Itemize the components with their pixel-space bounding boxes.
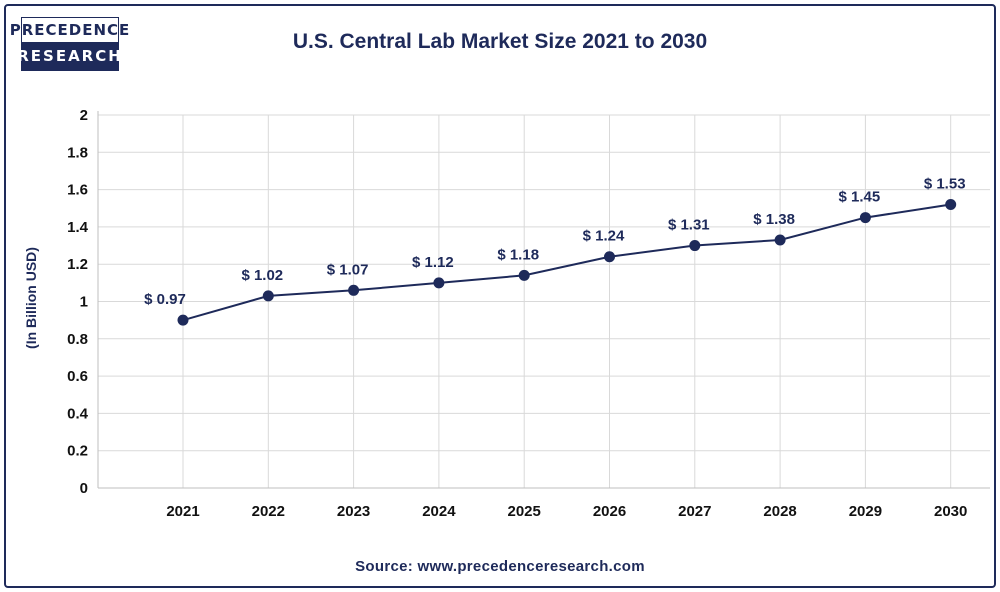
- axes: [98, 111, 990, 488]
- data-point: [519, 270, 530, 281]
- y-axis-label: (In Billion USD): [23, 247, 39, 349]
- data-label: $ 0.97: [144, 291, 186, 308]
- source-note: Source: www.precedenceresearch.com: [0, 558, 1000, 575]
- y-tick-label: 0.6: [67, 368, 88, 385]
- y-tick-label: 1.6: [67, 182, 88, 199]
- y-tick-label: 1.4: [67, 219, 89, 236]
- data-label: $ 1.38: [753, 211, 795, 228]
- data-label: $ 1.53: [924, 176, 966, 193]
- x-tick-label: 2024: [422, 503, 456, 520]
- data-point: [860, 212, 871, 223]
- data-point: [775, 234, 786, 245]
- data-point: [604, 251, 615, 262]
- data-point: [263, 290, 274, 301]
- grid-lines: [98, 115, 990, 488]
- data-point: [433, 277, 444, 288]
- x-axis-ticks: 2021 2022 2023 2024 2025 2026 2027 2028 2029 2030: [166, 503, 967, 520]
- series-line: [183, 205, 951, 321]
- y-tick-label: 0.4: [67, 405, 89, 422]
- data-labels: $ 0.97 $ 1.02 $ 1.07 $ 1.12 $ 1.18 $ 1.24 $ 1.…: [144, 176, 965, 309]
- data-point: [945, 199, 956, 210]
- y-tick-label: 0: [80, 480, 88, 497]
- data-label: $ 1.07: [327, 261, 369, 278]
- y-tick-label: 2: [80, 107, 88, 124]
- data-label: $ 1.02: [241, 267, 283, 284]
- x-tick-label: 2026: [593, 503, 626, 520]
- data-label: $ 1.31: [668, 217, 710, 234]
- x-tick-label: 2027: [678, 503, 711, 520]
- data-point: [689, 240, 700, 251]
- x-tick-label: 2025: [508, 503, 541, 520]
- data-label: $ 1.12: [412, 254, 454, 271]
- x-tick-label: 2022: [252, 503, 285, 520]
- y-axis-ticks: 0 0.2 0.4 0.6 0.8 1 1.2 1.4 1.6 1.8 2: [67, 107, 89, 497]
- x-tick-label: 2030: [934, 503, 967, 520]
- data-point: [178, 315, 189, 326]
- x-tick-label: 2021: [166, 503, 199, 520]
- y-tick-label: 0.8: [67, 331, 88, 348]
- y-tick-label: 1.8: [67, 144, 88, 161]
- data-point: [348, 285, 359, 296]
- data-label: $ 1.45: [839, 189, 881, 206]
- y-tick-label: 0.2: [67, 443, 88, 460]
- series-line-layer: [183, 205, 951, 321]
- data-label: $ 1.24: [583, 228, 625, 245]
- y-tick-label: 1.2: [67, 256, 88, 273]
- data-points: [178, 199, 957, 326]
- data-label: $ 1.18: [497, 246, 539, 263]
- x-tick-label: 2023: [337, 503, 370, 520]
- y-tick-label: 1: [80, 294, 88, 311]
- x-tick-label: 2028: [763, 503, 796, 520]
- x-tick-label: 2029: [849, 503, 882, 520]
